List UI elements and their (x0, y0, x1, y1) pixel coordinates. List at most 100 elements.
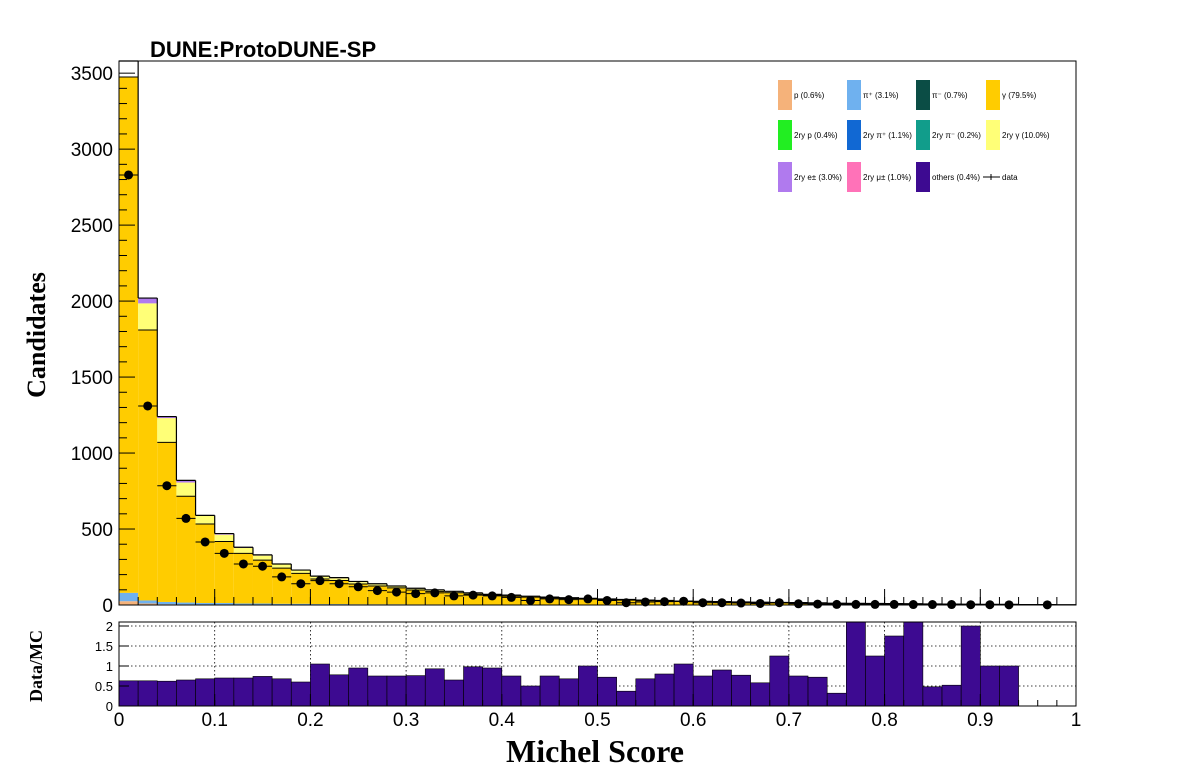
y-tick-label: 500 (81, 520, 113, 541)
legend-swatch-p2 (778, 120, 792, 150)
y-tick-label: 0 (102, 596, 113, 617)
legend-swatch-pim2 (916, 120, 930, 150)
ratio-bar (482, 667, 503, 707)
ratio-bar (195, 678, 215, 707)
y-tick-label: 2000 (71, 292, 113, 313)
stack-bar-e2 (138, 298, 158, 304)
data-point (870, 599, 880, 609)
ratio-axes-ticks: 0 0.5 1 1.5 2 0 0.1 0.2 0.3 0.4 0.5 0.6 0.7 0.8 0.9 1 (95, 619, 1081, 731)
stack-bar-e2 (214, 533, 234, 535)
stack-bar-gamma (157, 442, 177, 602)
ratio-bar (788, 675, 809, 707)
ratio-bar (903, 621, 924, 707)
legend-swatch-mu2 (847, 162, 861, 192)
stack-bar-pip (233, 603, 253, 605)
x-tick-label: 0.3 (393, 710, 419, 731)
stack-bar-gamma2 (195, 515, 215, 525)
data-point (392, 587, 402, 597)
legend-swatch-pip2 (847, 120, 861, 150)
x-axis-label: Michel Score (506, 733, 684, 769)
x-tick-label: 0.5 (584, 710, 610, 731)
main-axes-ticks: 0 500 1000 1500 2000 2500 3000 3500 (71, 64, 1077, 617)
data-point (353, 582, 363, 592)
legend-label: p (0.6%) (794, 91, 825, 100)
stack-bar-pip (272, 603, 292, 605)
ratio-bar (616, 690, 637, 707)
stack-bar-gamma (176, 496, 196, 603)
stack-bar-gamma2 (272, 564, 292, 569)
ratio-y-tick-label: 1 (106, 659, 113, 674)
ratio-bar (367, 675, 388, 707)
main-y-axis-label: Candidates (22, 272, 51, 398)
y-tick-label: 3500 (71, 64, 113, 85)
stack-bar-pip (195, 603, 215, 605)
x-tick-label: 0.9 (967, 710, 993, 731)
data-point (564, 595, 574, 605)
ratio-bar (922, 686, 943, 707)
ratio-bar (539, 675, 560, 707)
x-tick-label: 0.4 (489, 710, 516, 731)
data-point (277, 572, 287, 582)
stack-bar-gamma2 (157, 418, 177, 443)
data-point (315, 576, 325, 586)
stack-bar-gamma (291, 573, 311, 604)
ratio-y-tick-label: 0.5 (95, 679, 113, 694)
legend-label: π⁺ (3.1%) (863, 91, 899, 100)
y-tick-label: 1500 (71, 368, 113, 389)
x-tick-label: 0 (114, 710, 125, 731)
main-panel: 0 500 1000 1500 2000 2500 3000 3500 p (0.6%) π⁺ … (71, 60, 1077, 617)
stack-bar-pip (252, 603, 273, 605)
legend-label: 2ry e± (3.0%) (794, 173, 842, 182)
data-point (258, 561, 268, 571)
ratio-bar (731, 674, 751, 707)
legend-label: 2ry μ± (1.0%) (863, 173, 911, 182)
data-point (736, 598, 746, 608)
ratio-bar (501, 675, 522, 707)
ratio-bar (290, 681, 311, 707)
stack-bar-gamma2 (214, 534, 234, 542)
data-point (545, 594, 555, 604)
legend-swatch-others (916, 162, 930, 192)
ratio-bar (214, 677, 235, 707)
ratio-bar (386, 675, 407, 707)
stack-bar-pip (310, 604, 330, 605)
legend-swatch-pip (847, 80, 861, 110)
data-point (583, 594, 593, 604)
ratio-bar (846, 621, 866, 707)
stack-bar-gamma (348, 584, 368, 605)
data-point (526, 595, 536, 605)
data-point (851, 599, 861, 609)
y-tick-label: 1000 (71, 444, 113, 465)
stack-bar-gamma (310, 579, 330, 605)
legend-label: π⁻ (0.7%) (932, 91, 968, 100)
data-point (449, 591, 459, 601)
ratio-bar (137, 680, 158, 707)
ratio-bar (960, 625, 981, 707)
ratio-bar (826, 692, 847, 707)
legend-label: others (0.4%) (932, 173, 980, 182)
ratio-bar (941, 684, 962, 707)
data-point (468, 590, 478, 600)
ratio-bar (597, 676, 617, 707)
data-point (679, 596, 689, 606)
x-tick-label: 0.2 (297, 710, 323, 731)
data-point (832, 599, 842, 609)
x-tick-label: 0.6 (680, 710, 706, 731)
ratio-bar (769, 655, 790, 707)
ratio-bar (310, 663, 330, 707)
data-point (162, 481, 172, 491)
ratio-panel: 0 0.5 1 1.5 2 0 0.1 0.2 0.3 0.4 0.5 0.6 0.7 0.8 0.9 1 (95, 619, 1081, 731)
data-point (181, 513, 191, 523)
data-point (889, 599, 899, 609)
ratio-bar (979, 665, 1000, 707)
data-point (698, 598, 708, 608)
main-plot-frame (118, 60, 1077, 606)
stack-bar-e2 (176, 481, 196, 483)
ratio-bar (578, 665, 598, 707)
data-point (717, 598, 727, 608)
data-point (640, 597, 650, 607)
stack-bar-pip (291, 603, 311, 605)
stack-bar-gamma (329, 580, 349, 605)
ratio-bar (329, 674, 349, 707)
stack-bar-pip (214, 603, 234, 605)
